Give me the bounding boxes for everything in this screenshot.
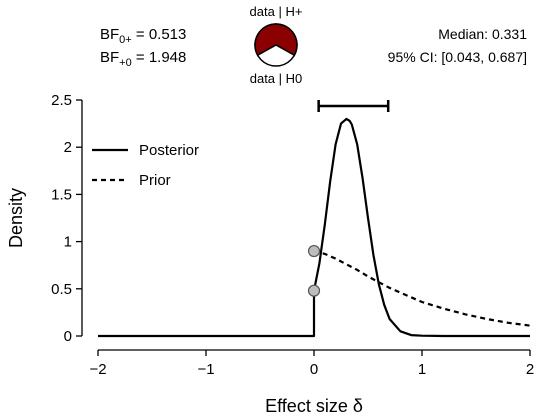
pie-bottom-label: data | H0 [250, 71, 303, 86]
legend: Posterior Prior [92, 142, 199, 189]
y-tick-label: 2.5 [51, 92, 72, 109]
pie-chart [254, 23, 298, 67]
pie-h1-slice [254, 23, 298, 57]
y-tick-label: 1.5 [51, 186, 72, 203]
x-tick-label: 0 [310, 361, 318, 378]
bf-0plus-text: BF0+ = 0.513 [100, 26, 186, 46]
y-tick-label: 0.5 [51, 281, 72, 298]
x-tick-label: 1 [418, 361, 426, 378]
legend-prior-label: Prior [139, 172, 171, 189]
y-tick-label: 0 [64, 328, 72, 345]
plot-area [98, 100, 531, 338]
axes: 0 0.5 1 1.5 2 2.5 −2 −1 0 1 2 [51, 92, 534, 378]
bf-plus0-text: BF+0 = 1.948 [100, 49, 186, 69]
posterior-line [98, 117, 530, 338]
median-text: Median: 0.331 [438, 26, 527, 42]
x-tick-label: −2 [89, 361, 106, 378]
y-tick-label: 1 [64, 234, 72, 251]
density-point [307, 284, 321, 297]
x-axis-title: Effect size δ [265, 396, 363, 416]
pie-top-label: data | H+ [250, 4, 303, 19]
y-tick-label: 2 [64, 139, 72, 156]
legend-posterior-label: Posterior [139, 142, 199, 159]
y-axis-title: Density [6, 188, 26, 248]
credible-interval-text: 95% CI: [0.043, 0.687] [388, 49, 527, 65]
density-point [307, 244, 321, 258]
x-tick-label: −1 [197, 361, 214, 378]
prior-line [313, 249, 531, 327]
x-tick-label: 2 [526, 361, 534, 378]
